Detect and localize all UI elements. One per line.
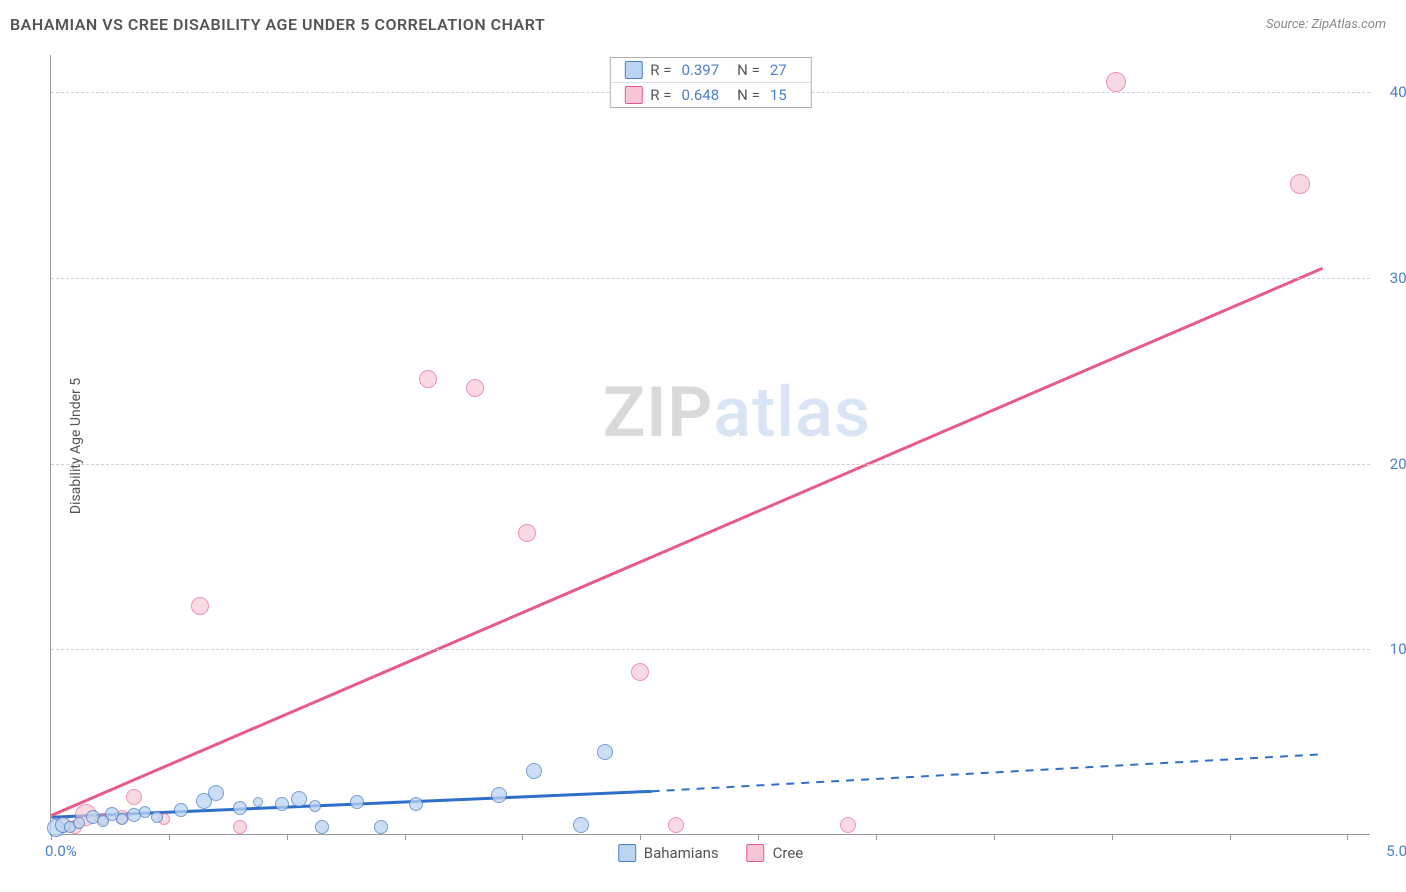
bahamians-point[interactable] xyxy=(350,795,364,809)
cree-point[interactable] xyxy=(126,789,142,805)
bahamians-point[interactable] xyxy=(491,787,507,803)
legend-swatch xyxy=(624,61,642,79)
bahamians-point[interactable] xyxy=(315,820,329,834)
x-tick xyxy=(1112,834,1113,840)
cree-point[interactable] xyxy=(1106,72,1126,92)
gridline xyxy=(51,464,1370,465)
gridline xyxy=(51,649,1370,650)
legend-correlation-row: R = 0.648 N = 15 xyxy=(610,82,810,107)
x-tick xyxy=(1347,834,1348,840)
legend-swatch xyxy=(624,86,642,104)
cree-point[interactable] xyxy=(191,597,209,615)
legend-n-value: 15 xyxy=(770,86,787,104)
x-tick xyxy=(1230,834,1231,840)
x-tick xyxy=(169,834,170,840)
x-tick xyxy=(876,834,877,840)
gridline xyxy=(51,278,1370,279)
cree-point[interactable] xyxy=(1290,174,1310,194)
x-tick xyxy=(758,834,759,840)
bahamians-point[interactable] xyxy=(139,806,151,818)
bahamians-point[interactable] xyxy=(174,803,188,817)
bahamians-point[interactable] xyxy=(151,811,163,823)
y-tick-label: 20.0% xyxy=(1390,455,1406,473)
x-tick-label: 5.0% xyxy=(1386,842,1406,860)
source-name: ZipAtlas.com xyxy=(1311,17,1386,32)
y-tick-label: 10.0% xyxy=(1390,640,1406,658)
bahamians-point[interactable] xyxy=(275,797,289,811)
bahamians-point[interactable] xyxy=(309,800,321,812)
legend-n-label: N = xyxy=(737,86,760,104)
cree-point[interactable] xyxy=(518,524,536,542)
y-tick-label: 40.0% xyxy=(1390,83,1406,101)
legend-r-value: 0.397 xyxy=(681,61,719,79)
y-tick-label: 30.0% xyxy=(1390,269,1406,287)
legend-series-item[interactable]: Bahamians xyxy=(618,844,719,862)
bahamians-point[interactable] xyxy=(526,763,542,779)
cree-point[interactable] xyxy=(419,370,437,388)
cree-point[interactable] xyxy=(668,817,684,833)
source-attribution: Source: ZipAtlas.com xyxy=(1266,17,1386,32)
x-tick-label: 0.0% xyxy=(45,842,77,860)
legend-correlation-box: R = 0.397 N = 27 R = 0.648 N = 15 xyxy=(609,57,811,108)
watermark-zip: ZIP xyxy=(603,372,713,454)
legend-n-value: 27 xyxy=(770,61,787,79)
watermark: ZIPatlas xyxy=(603,372,871,454)
source-prefix: Source: xyxy=(1266,17,1311,32)
bahamians-point[interactable] xyxy=(73,817,85,829)
legend-r-label: R = xyxy=(650,61,671,79)
legend-series: Bahamians Cree xyxy=(618,844,804,862)
chart-title: BAHAMIAN VS CREE DISABILITY AGE UNDER 5 … xyxy=(10,15,545,34)
x-tick xyxy=(287,834,288,840)
legend-correlation-row: R = 0.397 N = 27 xyxy=(610,58,810,82)
cree-point[interactable] xyxy=(840,817,856,833)
legend-series-label: Bahamians xyxy=(644,844,719,862)
trend-lines-svg xyxy=(51,55,1370,834)
legend-n-label: N = xyxy=(737,61,760,79)
x-tick xyxy=(405,834,406,840)
bahamians-point[interactable] xyxy=(597,744,613,760)
bahamians-point[interactable] xyxy=(208,785,224,801)
legend-swatch xyxy=(747,844,765,862)
bahamians-point[interactable] xyxy=(409,797,423,811)
legend-series-item[interactable]: Cree xyxy=(747,844,804,862)
cree-point[interactable] xyxy=(631,663,649,681)
x-tick xyxy=(522,834,523,840)
bahamians-point[interactable] xyxy=(573,817,589,833)
legend-series-label: Cree xyxy=(773,844,804,862)
legend-r-value: 0.648 xyxy=(681,86,719,104)
bahamians-point[interactable] xyxy=(374,820,388,834)
bahamians-point[interactable] xyxy=(291,791,307,807)
watermark-atlas: atlas xyxy=(713,372,871,454)
x-tick xyxy=(640,834,641,840)
legend-swatch xyxy=(618,844,636,862)
chart-plot-area: ZIPatlas R =0.397N =27R =0.648N =15 Baha… xyxy=(50,55,1370,835)
cree-point[interactable] xyxy=(233,820,247,834)
bahamians-point[interactable] xyxy=(253,797,263,807)
cree-point[interactable] xyxy=(466,379,484,397)
bahamians-point[interactable] xyxy=(233,801,247,815)
x-tick xyxy=(994,834,995,840)
legend-r-label: R = xyxy=(650,86,671,104)
